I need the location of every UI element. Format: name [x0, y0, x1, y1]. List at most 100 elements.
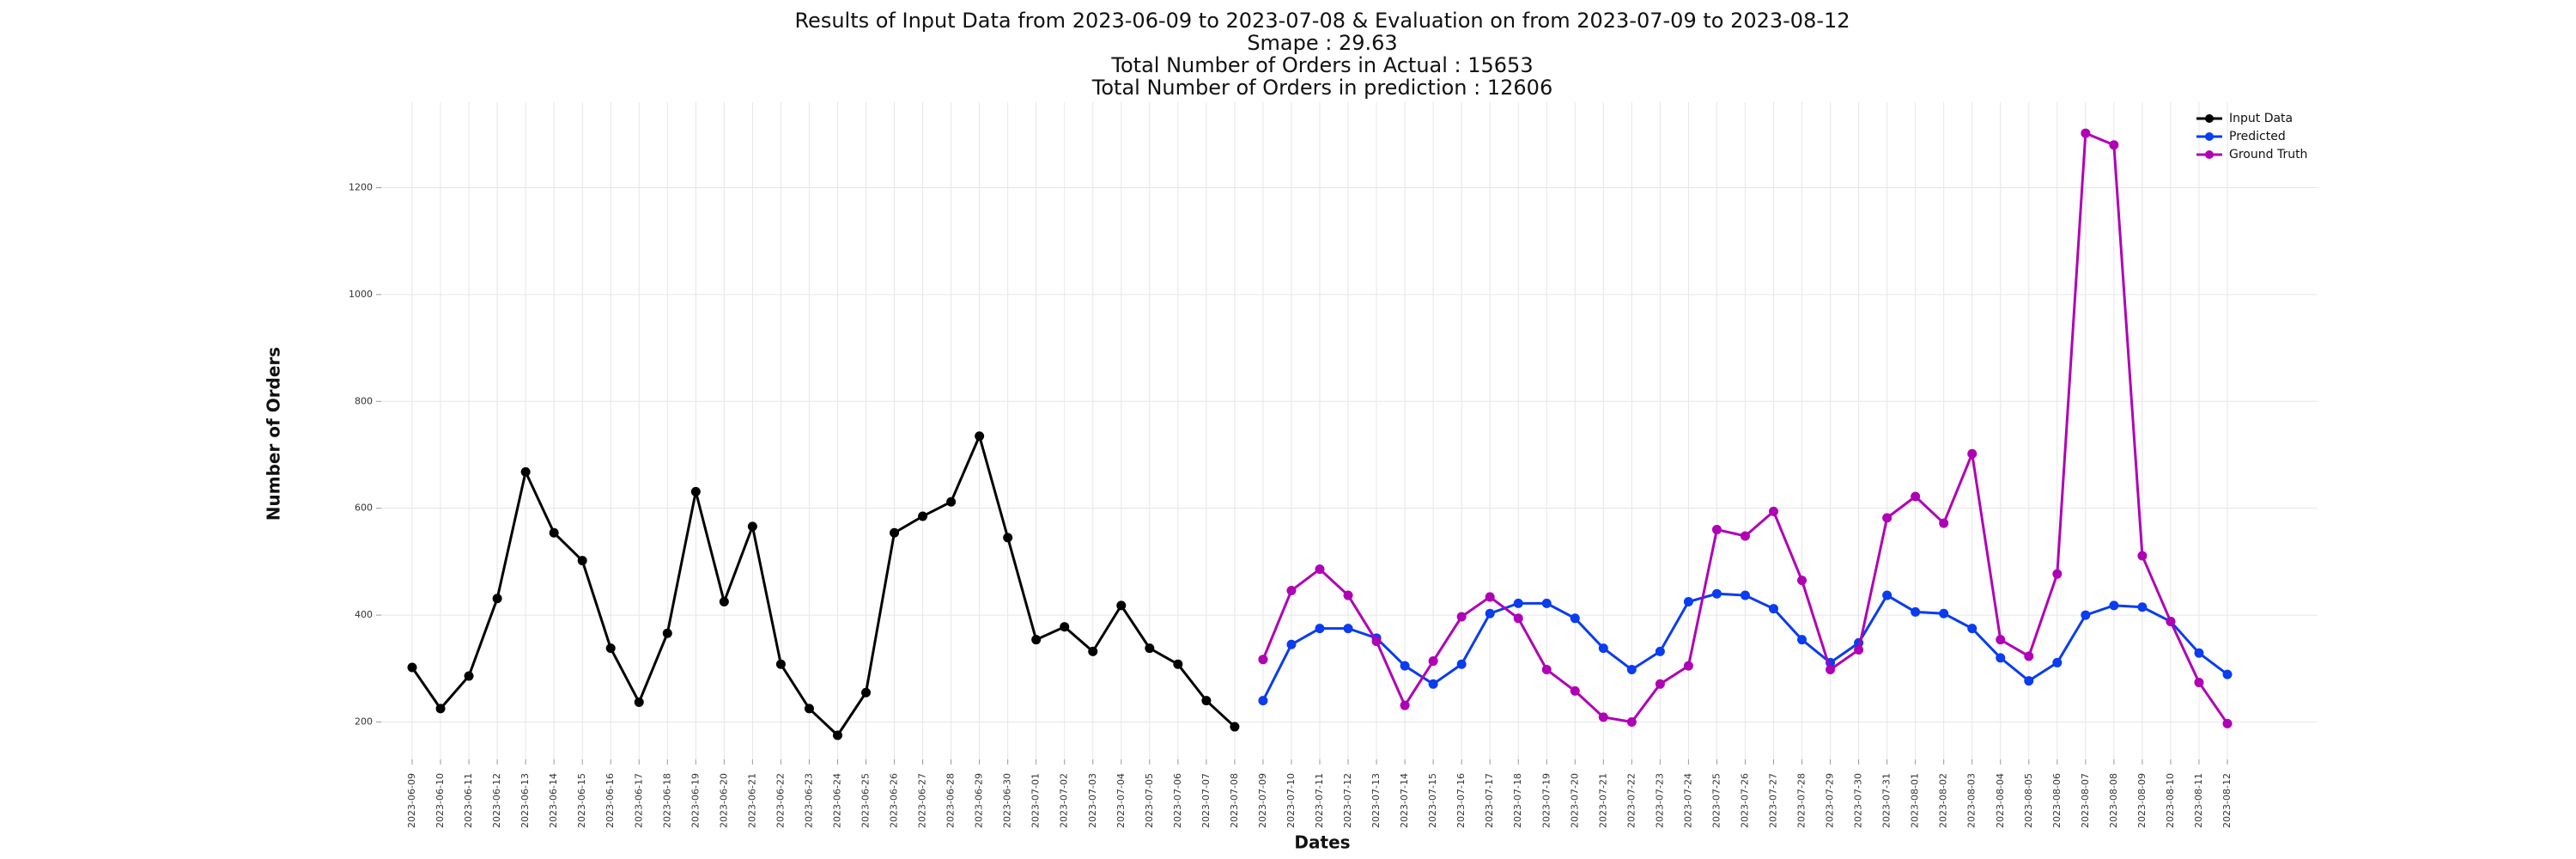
data-point: [690, 486, 701, 497]
x-tick-label: 2023-07-04: [1115, 773, 1127, 828]
data-point: [1939, 518, 1949, 528]
data-point: [1740, 531, 1750, 541]
x-tick-label: 2023-06-16: [605, 773, 616, 828]
x-tick-label: 2023-07-25: [1710, 773, 1722, 828]
x-tick-label: 2023-07-10: [1285, 773, 1297, 828]
data-point: [1541, 665, 1552, 675]
data-point: [1797, 576, 1807, 586]
data-point: [1626, 665, 1637, 675]
data-point: [1513, 613, 1523, 624]
x-tick-label: 2023-08-11: [2193, 773, 2204, 828]
data-point: [407, 662, 417, 673]
data-point: [1683, 661, 1693, 671]
data-point: [1769, 604, 1778, 614]
x-tick-label: 2023-06-25: [860, 773, 872, 828]
data-point: [1485, 608, 1495, 618]
data-point: [1428, 679, 1438, 689]
x-tick-label: 2023-07-12: [1342, 773, 1353, 828]
x-tick-label: 2023-08-03: [1966, 773, 1978, 828]
data-point: [2052, 569, 2063, 579]
data-point: [918, 511, 928, 521]
x-tick-label: 2023-07-23: [1654, 773, 1665, 828]
y-tick-label: 1000: [349, 289, 373, 300]
data-point: [747, 521, 757, 532]
x-tick-label: 2023-07-24: [1682, 773, 1693, 828]
data-point: [1967, 448, 1978, 459]
data-point: [1400, 661, 1410, 671]
x-tick-label: 2023-08-06: [2051, 773, 2063, 828]
x-tick-label: 2023-07-19: [1540, 773, 1552, 828]
x-tick-label: 2023-06-10: [434, 773, 446, 828]
x-tick-label: 2023-06-11: [463, 773, 474, 828]
data-point: [2081, 128, 2091, 138]
data-point: [890, 527, 900, 538]
data-point: [1797, 635, 1807, 645]
x-tick-label: 2023-06-17: [633, 773, 644, 828]
data-point: [2137, 602, 2148, 612]
x-tick-label: 2023-07-26: [1739, 773, 1750, 828]
data-point: [1882, 513, 1893, 523]
y-tick-label: 200: [355, 716, 373, 727]
legend-label: Input Data: [2229, 112, 2293, 125]
x-tick-label: 2023-07-14: [1399, 773, 1410, 828]
x-tick-label: 2023-07-18: [1512, 773, 1523, 828]
x-tick-label: 2023-08-12: [2221, 773, 2233, 828]
data-point: [1201, 696, 1212, 706]
x-tick-label: 2023-08-07: [2080, 773, 2091, 828]
x-tick-label: 2023-06-29: [974, 773, 985, 828]
x-tick-label: 2023-07-20: [1569, 773, 1580, 828]
x-tick-label: 2023-06-21: [746, 773, 757, 828]
data-point: [1740, 590, 1750, 600]
data-point: [577, 556, 587, 566]
data-point: [1286, 639, 1297, 649]
data-point: [492, 594, 502, 604]
x-tick-label: 2023-08-01: [1910, 773, 1921, 828]
data-point: [1598, 643, 1608, 654]
data-point: [1626, 716, 1637, 727]
x-tick-label: 2023-06-15: [576, 773, 587, 828]
x-tick-label: 2023-06-18: [661, 773, 672, 828]
x-tick-label: 2023-07-07: [1200, 773, 1212, 828]
data-point: [1116, 600, 1127, 611]
x-tick-label: 2023-06-27: [917, 773, 928, 828]
x-tick-label: 2023-08-05: [2023, 773, 2034, 828]
data-point: [975, 431, 985, 442]
data-point: [2109, 600, 2119, 611]
data-point: [520, 466, 531, 477]
x-axis-label: Dates: [1294, 832, 1350, 853]
data-point: [832, 730, 842, 740]
data-point: [662, 628, 672, 638]
x-tick-label: 2023-06-26: [889, 773, 900, 828]
x-tick-label: 2023-07-16: [1455, 773, 1467, 828]
data-point: [1343, 624, 1353, 634]
data-point: [1513, 598, 1523, 608]
data-point: [946, 497, 957, 507]
data-point: [1485, 592, 1495, 602]
data-point: [1371, 637, 1382, 647]
x-tick-label: 2023-07-09: [1257, 773, 1268, 828]
x-tick-label: 2023-07-02: [1059, 773, 1070, 828]
data-point: [1286, 585, 1297, 595]
chart-title: Results of Input Data from 2023-06-09 to…: [794, 9, 1850, 33]
data-point: [435, 704, 446, 714]
x-tick-label: 2023-07-31: [1881, 773, 1893, 828]
data-point: [1456, 612, 1467, 622]
legend-marker: [2205, 150, 2214, 159]
data-point: [2222, 718, 2233, 728]
data-point: [1258, 655, 1268, 665]
data-point: [1769, 506, 1778, 516]
data-point: [1854, 645, 1864, 655]
y-tick-label: 1200: [349, 182, 373, 193]
data-point: [775, 659, 786, 669]
x-tick-label: 2023-06-22: [775, 773, 786, 828]
x-tick-label: 2023-08-02: [1938, 773, 1949, 828]
x-tick-label: 2023-06-24: [831, 773, 842, 828]
legend-marker: [2205, 114, 2214, 123]
data-point: [1655, 646, 1665, 656]
x-tick-label: 2023-07-27: [1768, 773, 1779, 828]
x-tick-label: 2023-06-14: [548, 773, 559, 828]
x-tick-label: 2023-07-17: [1484, 773, 1495, 828]
x-tick-label: 2023-06-13: [519, 773, 531, 828]
